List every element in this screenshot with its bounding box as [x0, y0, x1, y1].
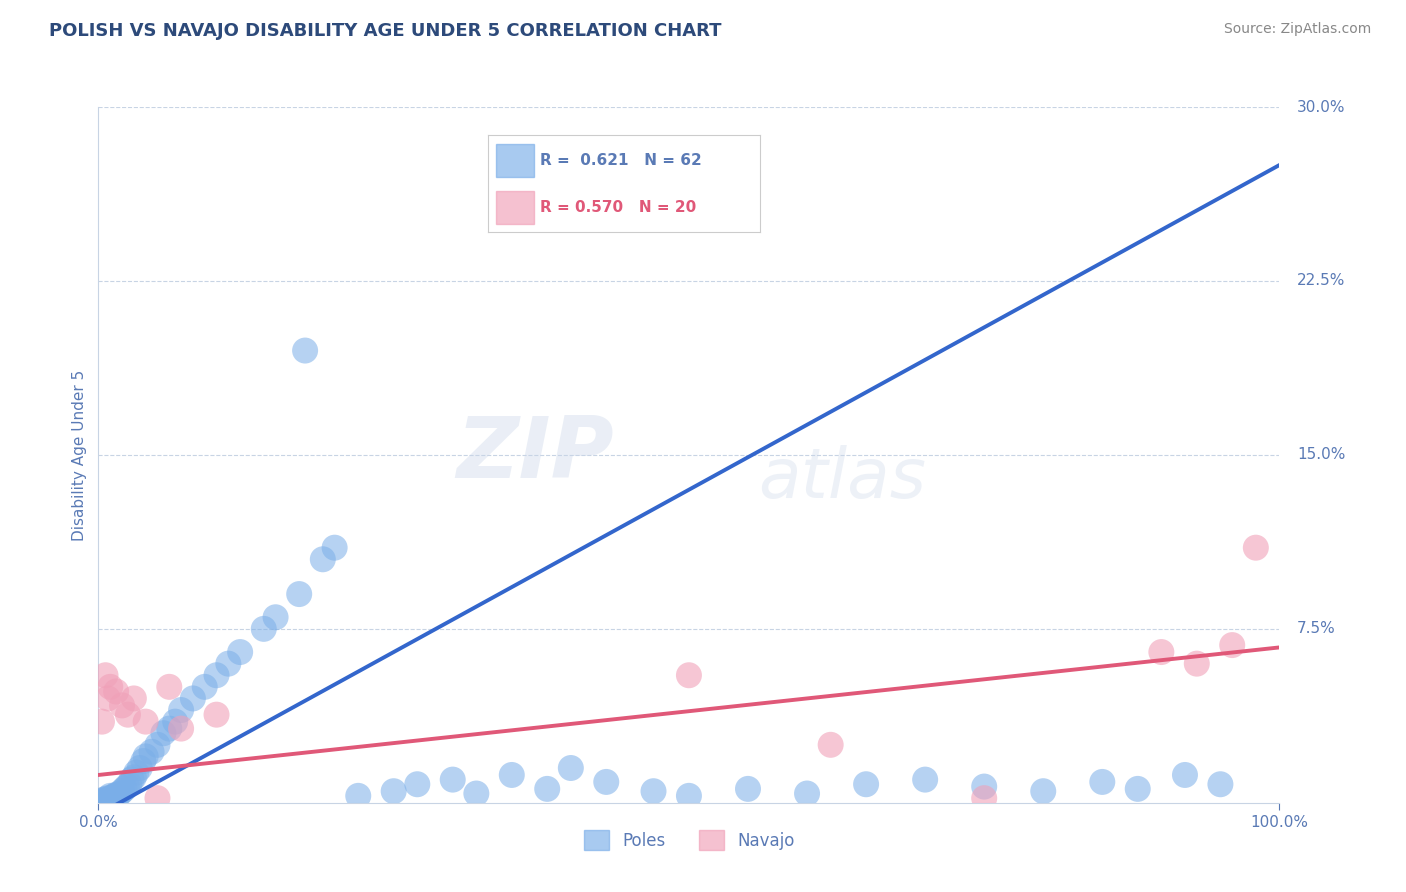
Point: [294, 343, 316, 358]
Point: [536, 781, 558, 796]
Point: [1174, 768, 1197, 782]
Text: 15.0%: 15.0%: [1298, 448, 1346, 462]
Point: [105, 788, 128, 802]
Text: 30.0%: 30.0%: [1298, 100, 1346, 114]
Point: [1032, 784, 1054, 798]
Point: [855, 777, 877, 791]
Point: [323, 541, 346, 555]
Y-axis label: Disability Age Under 5: Disability Age Under 5: [72, 369, 87, 541]
Point: [560, 761, 582, 775]
Point: [1185, 657, 1208, 671]
Point: [1150, 645, 1173, 659]
Text: atlas: atlas: [758, 444, 927, 512]
Point: [595, 775, 617, 789]
Point: [111, 698, 134, 713]
Point: [312, 552, 335, 566]
Point: [264, 610, 287, 624]
Point: [132, 754, 155, 768]
Point: [94, 668, 117, 682]
Point: [103, 791, 125, 805]
Point: [146, 738, 169, 752]
Point: [117, 707, 139, 722]
Text: POLISH VS NAVAJO DISABILITY AGE UNDER 5 CORRELATION CHART: POLISH VS NAVAJO DISABILITY AGE UNDER 5 …: [49, 22, 721, 40]
Point: [914, 772, 936, 787]
Point: [1244, 541, 1267, 555]
Point: [288, 587, 311, 601]
Point: [135, 749, 157, 764]
Legend: Poles, Navajo: Poles, Navajo: [576, 823, 801, 857]
Point: [125, 765, 148, 780]
Point: [170, 722, 193, 736]
Point: [205, 707, 228, 722]
Point: [105, 684, 128, 698]
Point: [643, 784, 665, 798]
Text: Source: ZipAtlas.com: Source: ZipAtlas.com: [1223, 22, 1371, 37]
Point: [820, 738, 842, 752]
Point: [97, 691, 120, 706]
Point: [973, 780, 995, 794]
Point: [1126, 781, 1149, 796]
Point: [1220, 638, 1243, 652]
Point: [165, 714, 187, 729]
Point: [91, 795, 114, 809]
Text: 22.5%: 22.5%: [1298, 274, 1346, 288]
Point: [152, 726, 174, 740]
Point: [382, 784, 405, 798]
Point: [98, 680, 121, 694]
Point: [93, 792, 115, 806]
Point: [108, 787, 131, 801]
Point: [91, 793, 114, 807]
Point: [101, 790, 124, 805]
Point: [111, 784, 134, 798]
Point: [253, 622, 276, 636]
Point: [1209, 777, 1232, 791]
Point: [98, 792, 121, 806]
Point: [97, 791, 120, 805]
Point: [98, 789, 121, 803]
Point: [94, 793, 117, 807]
Point: [135, 714, 157, 729]
Point: [141, 745, 163, 759]
Point: [217, 657, 239, 671]
Point: [122, 691, 145, 706]
Point: [157, 722, 180, 736]
Point: [441, 772, 464, 787]
Point: [678, 668, 700, 682]
Point: [105, 789, 128, 803]
Point: [121, 772, 143, 787]
Point: [678, 789, 700, 803]
Point: [112, 781, 135, 796]
Text: ZIP: ZIP: [457, 413, 614, 497]
Point: [122, 770, 145, 784]
Point: [973, 791, 995, 805]
Point: [501, 768, 523, 782]
Point: [229, 645, 252, 659]
Point: [181, 691, 204, 706]
Point: [146, 791, 169, 805]
Point: [170, 703, 193, 717]
Point: [406, 777, 429, 791]
Point: [1091, 775, 1114, 789]
Point: [465, 787, 488, 801]
Point: [118, 777, 141, 791]
Point: [347, 789, 370, 803]
Point: [796, 787, 818, 801]
Point: [194, 680, 217, 694]
Point: [91, 714, 114, 729]
Point: [100, 791, 122, 805]
Text: 7.5%: 7.5%: [1298, 622, 1336, 636]
Point: [157, 680, 180, 694]
Point: [104, 789, 127, 803]
Point: [205, 668, 228, 682]
Point: [737, 781, 759, 796]
Point: [115, 780, 138, 794]
Point: [128, 761, 150, 775]
